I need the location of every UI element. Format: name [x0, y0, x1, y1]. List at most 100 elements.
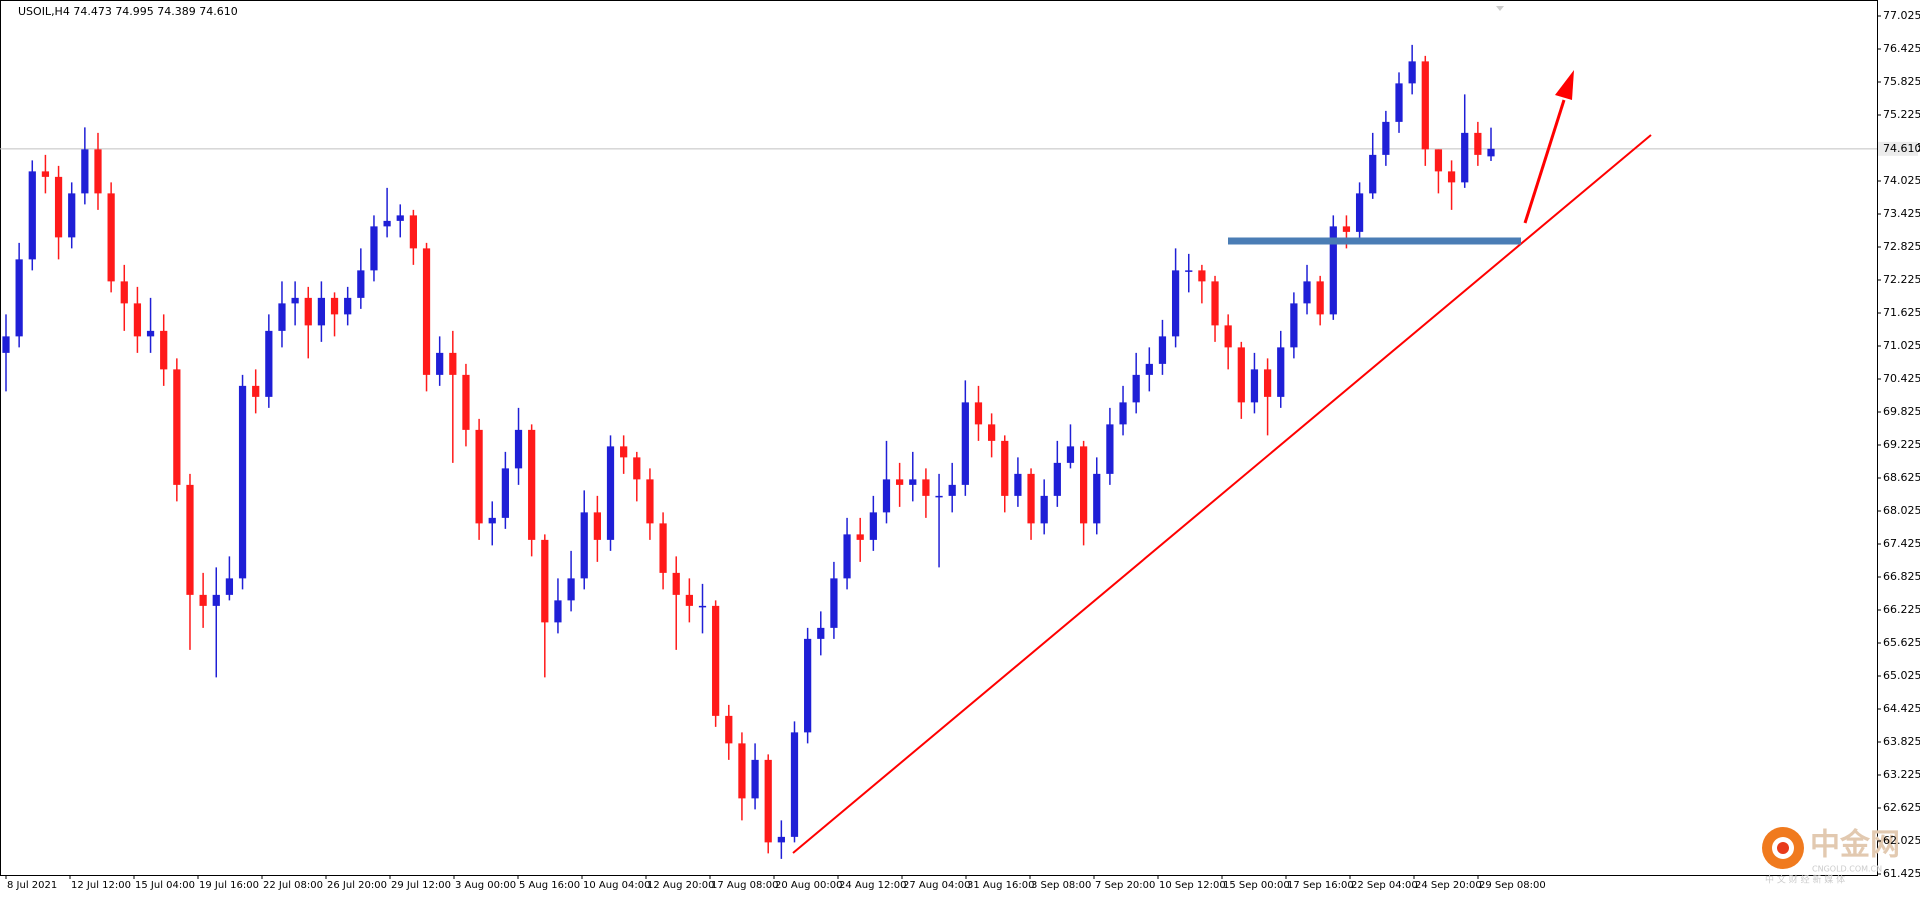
candle-body: [1329, 226, 1337, 315]
candle-body: [133, 303, 142, 337]
y-tick-label: 63.225: [1883, 768, 1920, 781]
x-tick-label: 31 Aug 16:00: [967, 880, 1034, 891]
candle-body: [1014, 473, 1022, 496]
y-tick-label: 61.425: [1883, 867, 1920, 880]
candle-body: [817, 627, 825, 639]
candle-body: [173, 369, 181, 485]
candle-body: [514, 429, 523, 469]
y-tick-label: 62.625: [1883, 801, 1920, 814]
candle-body: [567, 578, 575, 601]
candle-body: [41, 171, 50, 177]
y-tick-label: 77.025: [1883, 9, 1920, 22]
x-tick-label: 15 Jul 04:00: [135, 880, 195, 891]
candle-body: [2, 336, 10, 353]
x-tick-label: 29 Jul 12:00: [391, 880, 451, 891]
candle-body: [252, 385, 260, 397]
candle-body: [725, 715, 733, 744]
candle-body: [199, 594, 207, 606]
candle-body: [922, 479, 930, 496]
candle-body: [961, 402, 969, 485]
candle-body: [790, 732, 799, 837]
candle-body: [1395, 83, 1403, 122]
candle-body: [1303, 281, 1311, 304]
candle-body: [804, 638, 812, 733]
candle-body: [1277, 347, 1285, 397]
watermark: 中金网 CNGOLD.COM.CN 中 文 财 经 新 媒 体: [1762, 827, 1900, 886]
candle-body: [1027, 473, 1035, 524]
watermark-domain: CNGOLD.COM.CN: [1812, 865, 1882, 874]
candle-body: [422, 248, 431, 375]
y-tick-label: 70.425: [1883, 372, 1920, 385]
x-tick-label: 24 Aug 12:00: [839, 880, 906, 891]
candle-body: [1250, 369, 1259, 403]
arrow-shaft: [1523, 99, 1566, 224]
x-tick-label: 10 Sep 12:00: [1159, 880, 1226, 891]
candle-body: [528, 429, 536, 540]
y-tick-label: 66.825: [1883, 570, 1920, 583]
y-tick-label: 75.825: [1883, 75, 1920, 88]
candle-body: [449, 352, 457, 375]
y-tick-label: 71.025: [1883, 339, 1920, 352]
candle-body: [396, 215, 404, 221]
candle-body: [1145, 363, 1153, 375]
candle-body: [1106, 424, 1114, 474]
candle-body: [764, 759, 772, 843]
candle-body: [896, 479, 904, 485]
candle-body: [330, 297, 339, 315]
candle-body: [738, 743, 746, 799]
watermark-brand: 中金网: [1810, 828, 1900, 863]
y-tick-label: 63.825: [1883, 735, 1920, 748]
candle-body: [1093, 473, 1101, 524]
candle-body: [1198, 270, 1206, 282]
candle-body: [265, 330, 273, 397]
plot-frame: [0, 0, 1878, 876]
candle-body: [1053, 462, 1061, 496]
candle-body: [1447, 171, 1456, 183]
candle-body: [1461, 132, 1469, 183]
candle-body: [843, 534, 851, 579]
candle-body: [1132, 374, 1140, 403]
candle-body: [1342, 226, 1351, 232]
drawings: [792, 70, 1652, 854]
candle-body: [698, 605, 707, 608]
candle-body: [357, 270, 365, 298]
candle-body: [501, 468, 509, 518]
candle-body: [646, 479, 654, 524]
candle-body: [882, 479, 891, 513]
candle-body: [291, 297, 299, 304]
current-price-box: [1878, 141, 1918, 156]
y-tick-label: 67.425: [1883, 537, 1920, 550]
chart-title: USOIL,H4 74.473 74.995 74.389 74.610: [18, 5, 238, 18]
candle-body: [554, 600, 562, 623]
candle-body: [620, 446, 628, 458]
x-tick-label: 5 Aug 16:00: [519, 880, 580, 891]
candle-body: [830, 578, 838, 628]
y-tick-label: 75.225: [1883, 108, 1920, 121]
candle-body: [225, 578, 234, 595]
y-tick-label: 69.825: [1883, 405, 1920, 418]
candle-body: [1237, 347, 1245, 403]
candle-body: [383, 220, 391, 227]
candle-body: [81, 149, 89, 194]
candle-body: [777, 836, 785, 843]
y-tick-label: 72.825: [1883, 240, 1920, 253]
y-tick-label: 76.425: [1883, 42, 1920, 55]
candle-body: [1263, 369, 1272, 397]
candle-body: [685, 594, 693, 606]
candle-body: [1119, 402, 1127, 425]
x-tick-label: 24 Sep 20:00: [1415, 880, 1482, 891]
candle-body: [475, 429, 483, 524]
candle-body: [974, 402, 983, 425]
candle-body: [107, 193, 115, 282]
candle-body: [212, 594, 220, 606]
candle-body: [462, 374, 470, 430]
x-tick-label: 15 Sep 00:00: [1223, 880, 1290, 891]
x-tick-label: 29 Sep 08:00: [1479, 880, 1546, 891]
watermark-slogan: 中 文 财 经 新 媒 体: [1765, 874, 1845, 886]
candle-body: [1066, 446, 1075, 463]
candle-body: [672, 572, 680, 595]
x-tick-label: 12 Aug 20:00: [647, 880, 714, 891]
candle-body: [1408, 61, 1416, 84]
